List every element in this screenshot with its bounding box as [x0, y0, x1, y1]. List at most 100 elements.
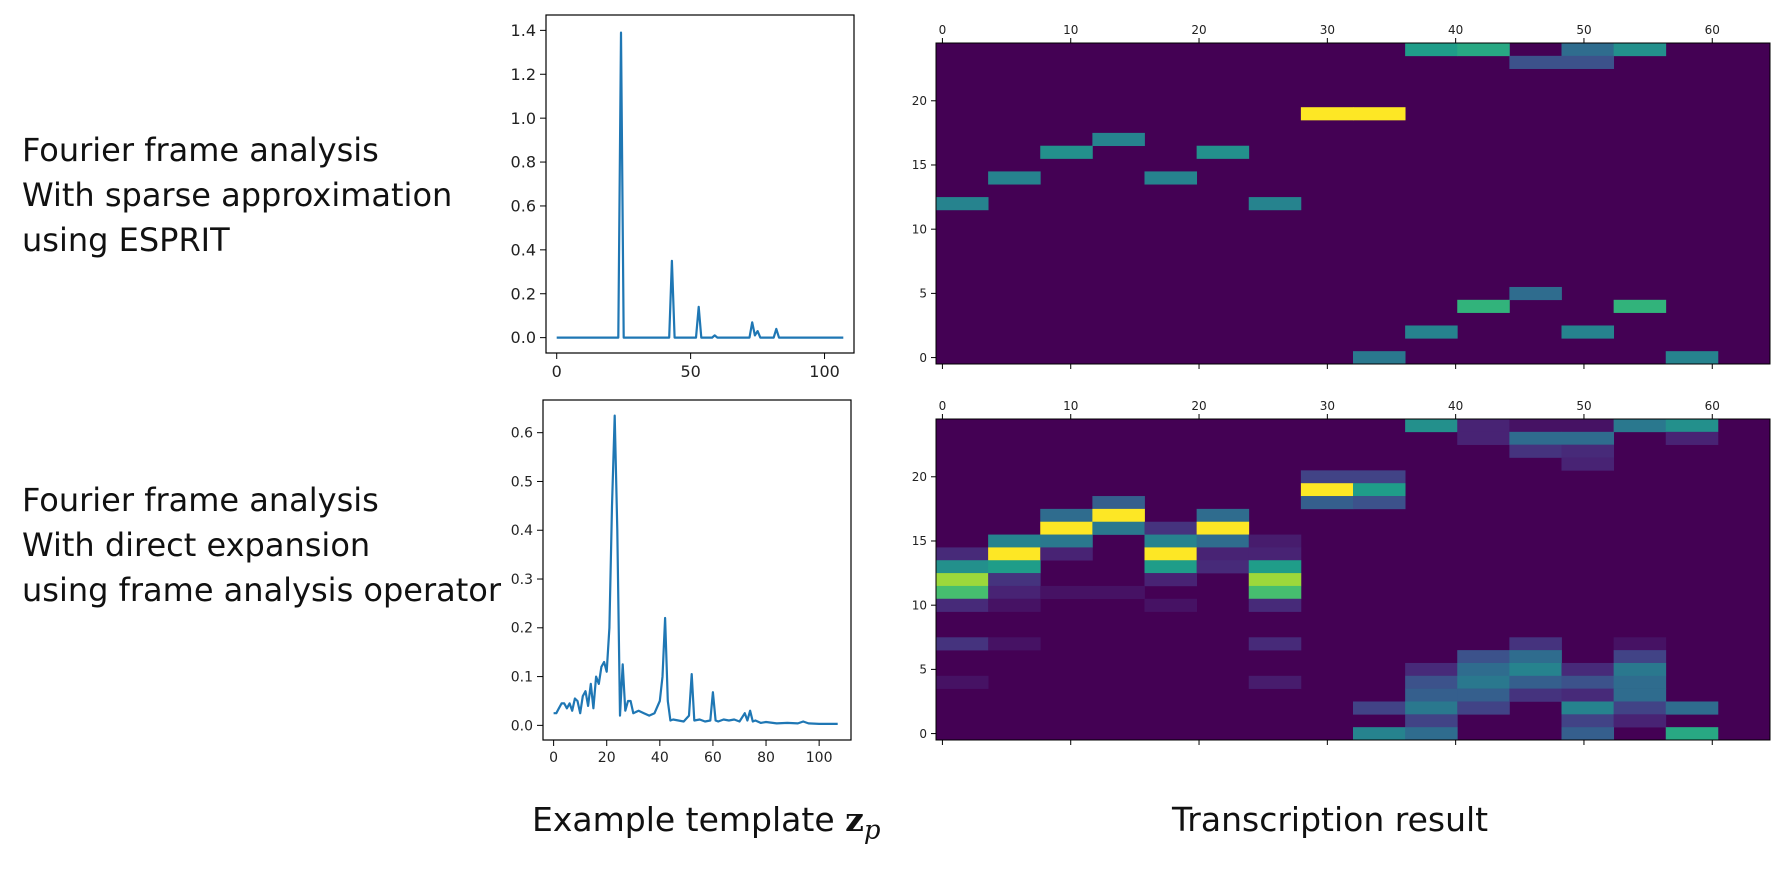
y-tick-label: 1.0	[511, 109, 536, 128]
y-tick-label: 1.4	[511, 21, 536, 40]
heatmap-cell	[1457, 675, 1510, 689]
row-label-esprit: Fourier frame analysis With sparse appro…	[22, 128, 452, 263]
heatmap-cell	[1040, 508, 1093, 523]
heatmap-cell	[1561, 727, 1615, 741]
heatmap-cell	[1613, 662, 1667, 677]
y-tick-label: 0.3	[511, 572, 533, 588]
heatmap-cell	[936, 598, 989, 612]
heatmap-cell	[1353, 496, 1406, 510]
heatmap-cell	[1457, 431, 1510, 445]
heatmap-cell	[1248, 598, 1302, 612]
heatmap-cell	[1561, 457, 1615, 471]
heatmap-frame	[935, 42, 1771, 365]
x-tick-label: 100	[809, 362, 840, 381]
heatmap-cell	[1509, 662, 1562, 677]
y-tick-label: 0	[919, 351, 927, 365]
template-symbol-letter: z	[845, 800, 864, 839]
heatmap-frame	[935, 418, 1771, 741]
direct-template-line-chart: 0 20 40 60 80 100 0.0 0.1 0.2 0.3 0.4 0.5 0.6	[511, 399, 852, 766]
caption-text: Example template	[532, 800, 846, 839]
y-tick-label: 0.8	[511, 153, 536, 172]
heatmap-cell	[1457, 299, 1510, 313]
heatmap-cell	[1353, 483, 1406, 497]
y-tick-label: 10	[912, 598, 927, 612]
heatmap-cell	[1561, 419, 1615, 433]
x-tick-label: 100	[806, 750, 833, 766]
heatmap-cell	[1613, 299, 1667, 313]
heatmap-cell	[936, 547, 989, 561]
template-symbol: zp	[845, 800, 880, 846]
y-tick-label: 20	[912, 94, 927, 108]
heatmap-cell	[1561, 701, 1615, 715]
heatmap-cell	[988, 637, 1041, 651]
heatmap-cell	[936, 637, 989, 651]
heatmap-cell	[1092, 132, 1145, 147]
heatmap-cell	[1457, 43, 1510, 57]
heatmap-cell	[1144, 521, 1198, 535]
heatmap-cell	[988, 560, 1041, 574]
x-tick-label: 80	[757, 750, 775, 766]
heatmap-cell	[1300, 107, 1354, 121]
heatmap-cell	[1457, 650, 1510, 664]
x-tick-label: 10	[1063, 23, 1078, 37]
caption-transcription-result: Transcription result	[1172, 800, 1489, 839]
x-tick-label: 0	[939, 23, 947, 37]
x-tick-label: 40	[1448, 23, 1463, 37]
row-label-line: using frame analysis operator	[22, 571, 502, 609]
heatmap-cell	[1353, 727, 1406, 741]
heatmap-cell	[1509, 444, 1562, 458]
row-label-line: With direct expansion	[22, 526, 371, 564]
x-tick-label: 50	[1576, 23, 1591, 37]
y-tick-label: 0.2	[511, 284, 536, 303]
row-label-direct-expansion: Fourier frame analysis With direct expan…	[22, 478, 501, 613]
plot-frame	[542, 399, 852, 741]
y-tick-label: 0.4	[511, 240, 536, 259]
heatmap-cell	[936, 197, 989, 211]
heatmap-cell	[1457, 701, 1510, 715]
plot-frame	[545, 14, 855, 354]
series-line	[553, 414, 838, 726]
heatmap-cell	[1196, 145, 1250, 159]
row-label-line: With sparse approximation	[22, 176, 453, 214]
y-tick-label: 15	[912, 158, 927, 172]
y-tick-label: 0.4	[511, 523, 533, 539]
heatmap-cell	[1561, 714, 1615, 728]
heatmap-cell	[1405, 727, 1458, 741]
heatmap-cell	[1040, 585, 1093, 600]
heatmap-cell	[1353, 351, 1406, 365]
x-tick-label: 30	[1320, 399, 1335, 413]
heatmap-cell	[1092, 508, 1145, 523]
heatmap-cell	[1092, 521, 1145, 535]
esprit-template-line-chart: 0 50 100 0.0 0.2 0.4 0.6 0.8 1.0 1.2 1.4	[511, 14, 855, 381]
heatmap-cell	[1665, 431, 1719, 445]
heatmap-cell	[936, 675, 989, 689]
direct-transcription-heatmap: 0 10 20 30 40 50 60 0 5 10 15 20	[912, 399, 1771, 745]
heatmap-cell	[1613, 650, 1667, 664]
heatmap-cell	[1040, 534, 1093, 548]
heatmap-cell	[1509, 675, 1562, 689]
y-tick-label: 0.0	[511, 328, 536, 347]
heatmap-cell	[988, 547, 1041, 561]
heatmap-cell	[1405, 701, 1458, 715]
heatmap-cell	[1405, 675, 1458, 689]
y-tick-label: 0	[919, 727, 927, 741]
heatmap-cell	[1196, 547, 1250, 561]
heatmap-cell	[988, 585, 1041, 600]
x-tick-label: 0	[549, 750, 558, 766]
heatmap-cell	[936, 585, 989, 600]
heatmap-cell	[1509, 688, 1562, 702]
heatmap-cell	[1509, 650, 1562, 664]
heatmap-cell	[1613, 419, 1667, 433]
heatmap-cell	[988, 171, 1041, 185]
x-tick-label: 60	[1705, 399, 1720, 413]
heatmap-cell	[1300, 470, 1354, 484]
x-tick-label: 50	[680, 362, 700, 381]
y-tick-label: 15	[912, 534, 927, 548]
heatmap-cell	[988, 598, 1041, 612]
heatmap-cell	[1144, 171, 1198, 185]
heatmap-cell	[1509, 55, 1562, 69]
y-tick-label: 0.1	[511, 669, 533, 685]
x-tick-label: 60	[704, 750, 722, 766]
heatmap-cell	[1561, 325, 1615, 339]
heatmap-cell	[1040, 521, 1093, 535]
